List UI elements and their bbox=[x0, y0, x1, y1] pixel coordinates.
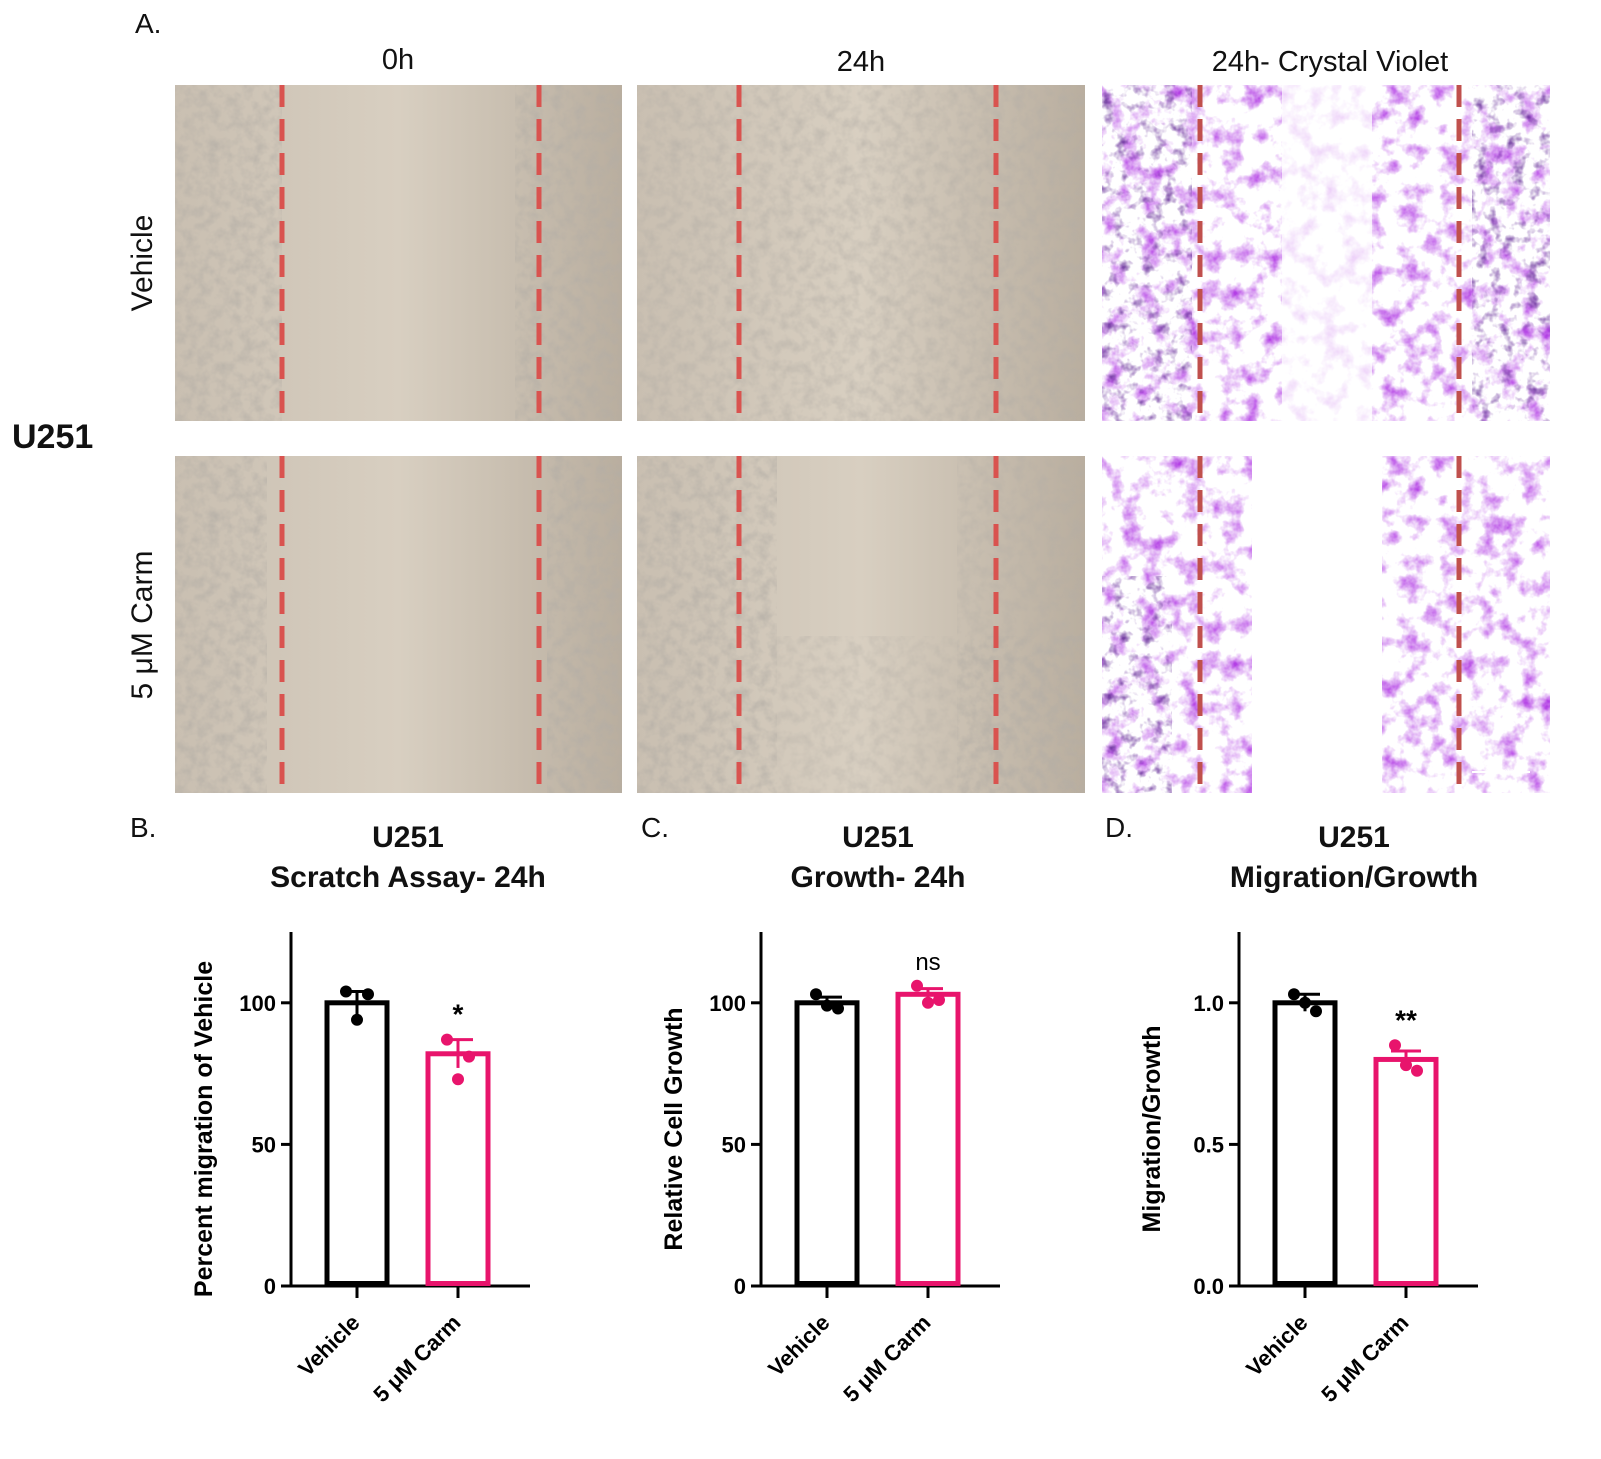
micrograph-carm-crystal-violet: 0.25 mm bbox=[1102, 456, 1550, 793]
bar-carm bbox=[895, 991, 961, 1287]
x-tick-label: 5 μM Carm bbox=[368, 1310, 465, 1407]
chart-c-title-block: U251 Growth- 24h bbox=[678, 818, 1078, 898]
x-tick-label: Vehicle bbox=[293, 1310, 364, 1381]
y-tick-label: 0.0 bbox=[1193, 1274, 1224, 1299]
data-point bbox=[362, 988, 374, 1001]
data-point bbox=[351, 1013, 363, 1026]
y-tick-label: 50 bbox=[722, 1132, 746, 1157]
panel-d-letter: D. bbox=[1105, 812, 1133, 843]
row-label-carm: 5 μM Carm bbox=[126, 550, 159, 700]
x-tick-label: Vehicle bbox=[763, 1310, 834, 1381]
micrograph-carm-0h bbox=[175, 456, 622, 793]
x-tick-label: 5 μM Carm bbox=[838, 1310, 935, 1407]
chart-b-subtitle: Scratch Assay- 24h bbox=[270, 861, 546, 894]
bar-vehicle bbox=[1272, 1000, 1338, 1287]
y-tick-label: 100 bbox=[709, 991, 746, 1016]
x-tick-label: 5 μM Carm bbox=[1316, 1310, 1413, 1407]
chart-c: 0 50 100 Relative Cell Growth Vehicle ns 5 μM … bbox=[660, 932, 1000, 1407]
data-point bbox=[1288, 988, 1300, 1001]
chart-c-subtitle: Growth- 24h bbox=[790, 861, 966, 894]
column-header-0h: 0h bbox=[381, 44, 415, 76]
data-point bbox=[1310, 1005, 1322, 1018]
y-tick-label: 50 bbox=[252, 1132, 276, 1157]
data-point bbox=[340, 985, 352, 998]
chart-d: 0.0 0.5 1.0 Migration/Growth Vehicle ** 5 μM C… bbox=[1138, 932, 1478, 1407]
y-tick-label: 0.5 bbox=[1193, 1132, 1224, 1157]
chart-d-title-block: U251 Migration/Growth bbox=[1154, 818, 1554, 898]
data-point bbox=[452, 1073, 464, 1086]
bar-carm bbox=[1373, 1056, 1439, 1286]
micrograph-vehicle-crystal-violet bbox=[1102, 85, 1550, 421]
cell-line-label: U251 bbox=[12, 418, 94, 456]
row-label-vehicle: Vehicle bbox=[126, 214, 159, 312]
data-point bbox=[810, 988, 822, 1001]
significance-label: * bbox=[453, 999, 464, 1030]
data-point bbox=[933, 993, 945, 1006]
data-point bbox=[1400, 1059, 1412, 1072]
y-axis-label: Migration/Growth bbox=[1138, 1026, 1166, 1233]
data-point bbox=[922, 996, 934, 1009]
bar-vehicle bbox=[324, 1000, 390, 1287]
panel-c-letter: C. bbox=[641, 812, 669, 843]
micrograph-carm-24h bbox=[637, 456, 1085, 793]
chart-b-title-block: U251 Scratch Assay- 24h bbox=[208, 818, 608, 898]
column-header-24h: 24h bbox=[836, 46, 886, 78]
data-point bbox=[832, 1002, 844, 1015]
y-tick-label: 0 bbox=[264, 1274, 276, 1299]
column-header-crystal-violet: 24h- Crystal Violet bbox=[1211, 46, 1449, 78]
x-tick-label: Vehicle bbox=[1241, 1310, 1312, 1381]
y-tick-label: 100 bbox=[239, 991, 276, 1016]
chart-d-title: U251 bbox=[1318, 821, 1390, 854]
panel-b-letter: B. bbox=[130, 812, 157, 843]
significance-label: ns bbox=[915, 949, 940, 976]
chart-b: 0 50 100 Percent migration of Vehicle Vehicl… bbox=[190, 932, 530, 1407]
data-point bbox=[821, 999, 833, 1012]
panel-a-letter: A. bbox=[135, 8, 162, 39]
data-point bbox=[463, 1050, 475, 1063]
data-point bbox=[1411, 1064, 1423, 1077]
chart-d-subtitle: Migration/Growth bbox=[1229, 861, 1479, 894]
data-point bbox=[911, 979, 923, 992]
data-point bbox=[1389, 1039, 1401, 1052]
data-point bbox=[441, 1033, 453, 1046]
chart-c-title: U251 bbox=[842, 821, 914, 854]
micrograph-vehicle-24h bbox=[637, 85, 1085, 421]
micrograph-vehicle-0h bbox=[175, 85, 622, 421]
chart-b-title: U251 bbox=[372, 821, 444, 854]
bar-carm bbox=[425, 1051, 491, 1286]
y-tick-label: 0 bbox=[734, 1274, 746, 1299]
y-axis-label: Relative Cell Growth bbox=[660, 1007, 688, 1250]
y-tick-label: 1.0 bbox=[1193, 991, 1224, 1016]
bar-vehicle bbox=[794, 1000, 860, 1287]
scale-bar-label: 0.25 mm bbox=[1485, 767, 1516, 776]
significance-label: ** bbox=[1395, 1004, 1417, 1035]
data-point bbox=[1299, 996, 1311, 1009]
y-axis-label: Percent migration of Vehicle bbox=[190, 961, 218, 1297]
